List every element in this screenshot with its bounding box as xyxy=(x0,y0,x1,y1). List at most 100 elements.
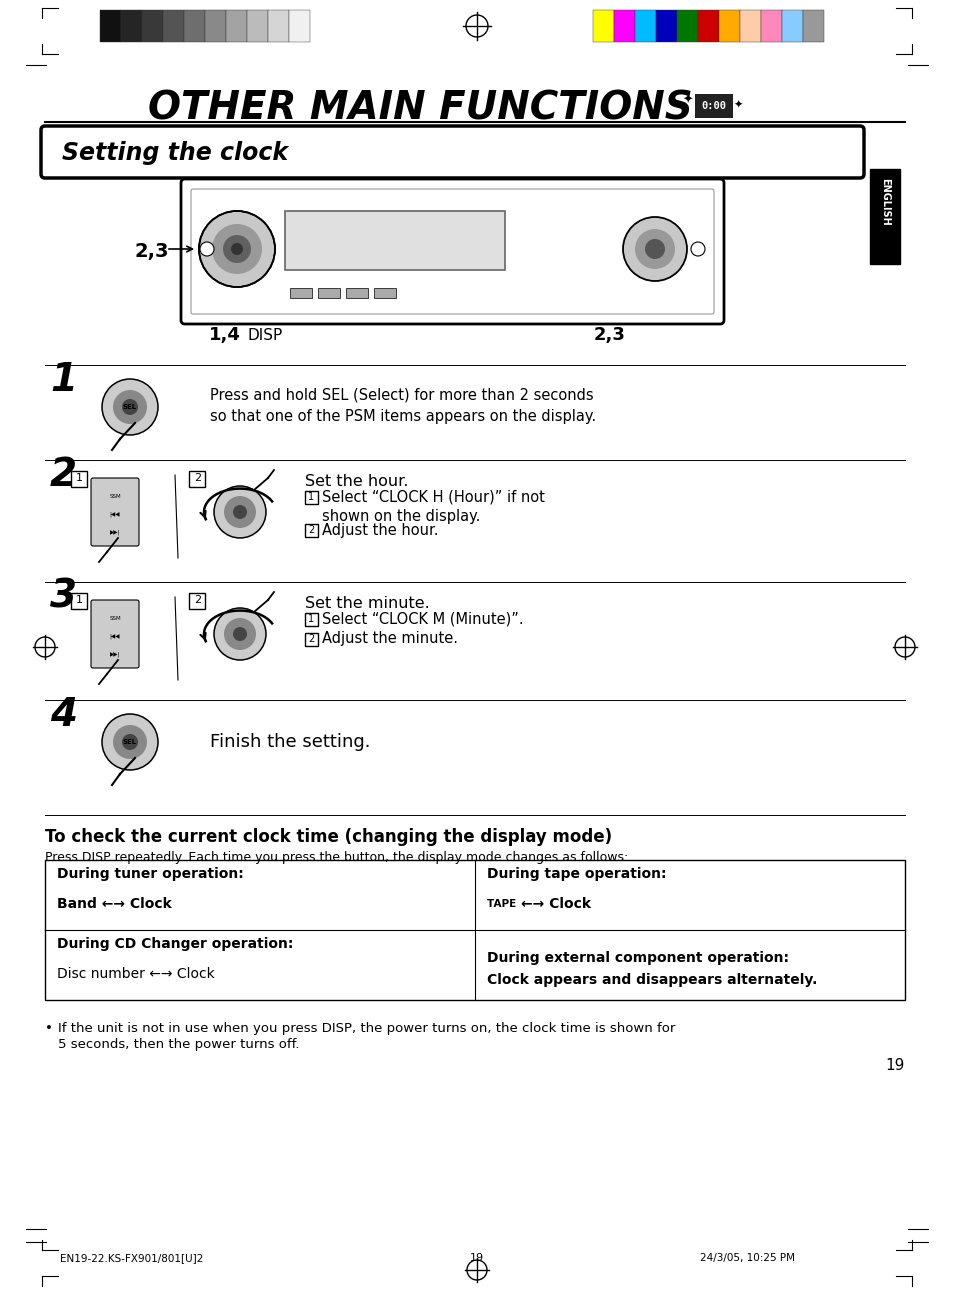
Text: 1: 1 xyxy=(50,361,77,399)
Circle shape xyxy=(199,211,274,287)
Text: Press DISP repeatedly. Each time you press the button, the display mode changes : Press DISP repeatedly. Each time you pre… xyxy=(45,850,628,863)
Circle shape xyxy=(224,496,255,528)
Bar xyxy=(45,861,904,1000)
Text: 2: 2 xyxy=(308,634,314,644)
Bar xyxy=(142,10,163,41)
Text: To check the current clock time (changing the display mode): To check the current clock time (changin… xyxy=(45,828,612,846)
Text: 1: 1 xyxy=(308,492,314,502)
Bar xyxy=(719,10,740,41)
Circle shape xyxy=(122,399,138,415)
Text: 2: 2 xyxy=(308,525,314,534)
Text: ▶▶|: ▶▶| xyxy=(110,529,120,534)
Text: SSM: SSM xyxy=(109,493,121,498)
Text: 3: 3 xyxy=(50,578,77,616)
Bar xyxy=(593,10,614,41)
Text: EN19-22.KS-FX901/801[U]2: EN19-22.KS-FX901/801[U]2 xyxy=(60,1253,203,1263)
Text: Set the hour.: Set the hour. xyxy=(305,475,408,489)
Bar xyxy=(781,10,802,41)
Text: 1: 1 xyxy=(76,595,83,606)
Bar xyxy=(317,289,339,298)
Circle shape xyxy=(231,243,243,255)
Circle shape xyxy=(622,217,686,281)
Bar xyxy=(614,10,635,41)
Text: Adjust the minute.: Adjust the minute. xyxy=(322,631,457,647)
Text: SSM: SSM xyxy=(109,616,121,621)
FancyBboxPatch shape xyxy=(91,600,139,668)
Circle shape xyxy=(213,608,266,660)
Bar xyxy=(247,10,268,41)
Text: If the unit is not in use when you press DISP, the power turns on, the clock tim: If the unit is not in use when you press… xyxy=(58,1022,675,1035)
Bar xyxy=(695,94,732,118)
Text: so that one of the PSM items appears on the display.: so that one of the PSM items appears on … xyxy=(210,409,596,424)
Circle shape xyxy=(690,242,704,256)
Bar xyxy=(346,289,368,298)
Circle shape xyxy=(635,229,675,269)
FancyBboxPatch shape xyxy=(71,593,88,608)
Bar xyxy=(740,10,760,41)
Text: 0:00: 0:00 xyxy=(700,101,726,111)
Text: Finish the setting.: Finish the setting. xyxy=(210,732,370,751)
Text: 2: 2 xyxy=(193,595,201,606)
Bar xyxy=(760,10,781,41)
Text: ✦: ✦ xyxy=(733,100,741,110)
FancyBboxPatch shape xyxy=(71,471,88,487)
Text: ENGLISH: ENGLISH xyxy=(879,179,889,226)
Circle shape xyxy=(213,487,266,538)
Text: Set the minute.: Set the minute. xyxy=(305,597,429,612)
Text: DISP: DISP xyxy=(248,327,283,343)
Text: During tape operation:: During tape operation: xyxy=(486,867,666,881)
Text: SEL: SEL xyxy=(123,739,137,745)
Text: Press and hold SEL (Select) for more than 2 seconds: Press and hold SEL (Select) for more tha… xyxy=(210,387,593,402)
Bar xyxy=(289,10,310,41)
Bar xyxy=(698,10,719,41)
Text: During tuner operation:: During tuner operation: xyxy=(57,867,244,881)
Text: 19: 19 xyxy=(470,1253,483,1263)
Text: ▶▶|: ▶▶| xyxy=(110,651,120,657)
Text: shown on the display.: shown on the display. xyxy=(322,510,480,524)
Bar xyxy=(635,10,656,41)
Bar xyxy=(268,10,289,41)
Bar xyxy=(121,10,142,41)
Bar xyxy=(869,170,899,264)
Bar xyxy=(305,524,317,537)
Text: Select “CLOCK H (Hour)” if not: Select “CLOCK H (Hour)” if not xyxy=(322,489,544,505)
Bar xyxy=(305,490,317,503)
FancyBboxPatch shape xyxy=(41,126,863,179)
Circle shape xyxy=(644,239,664,259)
Text: 2: 2 xyxy=(50,455,77,494)
Text: 2,3: 2,3 xyxy=(134,242,169,261)
Text: 1,4: 1,4 xyxy=(209,326,241,344)
Text: Setting the clock: Setting the clock xyxy=(62,141,288,166)
Circle shape xyxy=(223,236,251,263)
Text: During external component operation:: During external component operation: xyxy=(486,951,788,965)
Circle shape xyxy=(102,379,158,435)
Text: |◀◀: |◀◀ xyxy=(110,633,120,639)
Text: 19: 19 xyxy=(884,1057,904,1073)
Text: |◀◀: |◀◀ xyxy=(110,511,120,516)
FancyBboxPatch shape xyxy=(91,477,139,546)
Circle shape xyxy=(224,619,255,650)
FancyBboxPatch shape xyxy=(181,179,723,324)
Text: 1: 1 xyxy=(308,613,314,624)
Bar xyxy=(285,211,504,270)
Circle shape xyxy=(112,389,147,424)
Text: SEL: SEL xyxy=(123,404,137,410)
Bar xyxy=(305,633,317,646)
Circle shape xyxy=(233,628,247,641)
Circle shape xyxy=(102,714,158,770)
Bar xyxy=(305,613,317,626)
Text: ✦: ✦ xyxy=(682,93,693,106)
Text: ←→ Clock: ←→ Clock xyxy=(520,897,590,911)
Text: Clock appears and disappears alternately.: Clock appears and disappears alternately… xyxy=(486,973,817,987)
Text: 2,3: 2,3 xyxy=(594,326,625,344)
Text: 2: 2 xyxy=(193,474,201,483)
Bar xyxy=(205,10,226,41)
Text: 5 seconds, then the power turns off.: 5 seconds, then the power turns off. xyxy=(58,1038,299,1051)
Bar xyxy=(163,10,184,41)
Bar xyxy=(677,10,698,41)
Text: OTHER MAIN FUNCTIONS: OTHER MAIN FUNCTIONS xyxy=(148,89,692,127)
FancyBboxPatch shape xyxy=(190,593,205,608)
Bar xyxy=(226,10,247,41)
Text: 1: 1 xyxy=(76,474,83,483)
Text: Adjust the hour.: Adjust the hour. xyxy=(322,523,438,537)
